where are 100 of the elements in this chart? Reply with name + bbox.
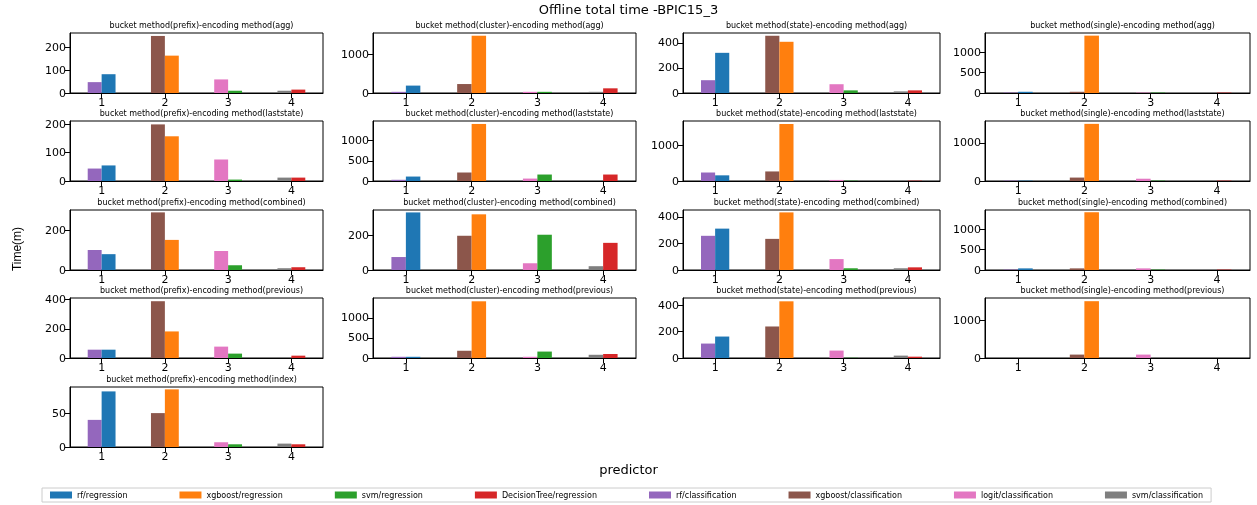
y-tick-label: 0	[59, 440, 66, 454]
y-tick-label: 0	[59, 263, 66, 277]
chart-title: bucket method(cluster)-encoding method(agg)	[415, 20, 604, 30]
x-tick-label: 2	[775, 273, 783, 286]
legend-label: rf/regression	[77, 490, 128, 500]
x-tick-label: 4	[904, 96, 912, 109]
x-tick-label: 1	[1014, 361, 1022, 374]
x-tick-label: 1	[711, 96, 719, 109]
y-tick-label: 50	[52, 406, 66, 420]
x-tick-label: 2	[161, 273, 169, 286]
x-tick-label: 4	[904, 361, 912, 374]
x-tick-label: 3	[1147, 96, 1155, 109]
x-tick-label: 1	[402, 184, 410, 197]
legend-label: xgboost/regression	[206, 490, 283, 500]
chart-title: bucket method(single)-encoding method(laststate)	[1020, 108, 1225, 118]
x-tick-label: 1	[402, 273, 410, 286]
x-tick-label: 2	[161, 450, 169, 463]
y-tick-label: 500	[960, 66, 981, 80]
x-tick-label: 4	[287, 184, 295, 197]
chart-title: bucket method(single)-encoding method(combined)	[1017, 197, 1228, 207]
y-tick-label: 400	[658, 298, 679, 312]
x-tick-label: 2	[468, 96, 476, 109]
x-tick-label: 1	[1014, 184, 1022, 197]
x-tick-label: 4	[599, 273, 607, 286]
y-tick-label: 200	[658, 325, 679, 339]
x-tick-label: 3	[224, 450, 232, 463]
x-tick-label: 4	[287, 96, 295, 109]
legend-label: svm/regression	[361, 490, 423, 500]
chart-title: bucket method(prefix)-encoding method(previous)	[99, 285, 304, 295]
y-tick-label: 200	[45, 117, 66, 131]
legend-label: rf/classification	[675, 490, 737, 500]
y-tick-label: 100	[45, 146, 66, 160]
y-tick-label: 0	[59, 174, 66, 188]
y-tick-label: 100	[45, 63, 66, 77]
y-tick-label: 200	[658, 61, 679, 75]
x-tick-label: 4	[904, 273, 912, 286]
legend-label: xgboost/classification	[815, 490, 902, 500]
chart-title: bucket method(prefix)-encoding method(laststate)	[99, 108, 304, 118]
x-tick-label: 4	[904, 184, 912, 197]
x-tick-label: 1	[711, 361, 719, 374]
chart-title: bucket method(cluster)-encoding method(combined)	[403, 197, 616, 207]
x-tick-label: 2	[468, 184, 476, 197]
y-tick-label: 1000	[953, 45, 981, 59]
y-tick-label: 400	[658, 36, 679, 50]
x-tick-label: 2	[1080, 273, 1088, 286]
x-tick-label: 1	[711, 273, 719, 286]
y-tick-label: 1000	[651, 139, 679, 153]
x-tick-label: 2	[161, 361, 169, 374]
y-tick-label: 0	[362, 174, 369, 188]
x-tick-label: 3	[533, 361, 541, 374]
y-tick-label: 400	[658, 210, 679, 224]
x-tick-label: 2	[775, 361, 783, 374]
x-tick-label: 3	[533, 273, 541, 286]
x-tick-label: 1	[98, 184, 106, 197]
x-tick-label: 4	[599, 184, 607, 197]
y-tick-label: 200	[658, 236, 679, 250]
y-tick-label: 1000	[341, 311, 369, 325]
chart-title: bucket method(prefix)-encoding method(combined)	[97, 197, 306, 207]
x-tick-label: 2	[161, 96, 169, 109]
y-tick-label: 0	[672, 86, 679, 100]
x-tick-label: 3	[840, 96, 848, 109]
y-tick-label: 400	[45, 293, 66, 307]
chart-title: bucket method(state)-encoding method(combined)	[713, 197, 920, 207]
x-tick-label: 4	[1213, 96, 1221, 109]
figure-axis-caption: Time(m)	[9, 225, 24, 274]
y-tick-label: 0	[974, 174, 981, 188]
y-tick-label: 0	[974, 86, 981, 100]
x-tick-label: 1	[402, 361, 410, 374]
x-tick-label: 3	[840, 184, 848, 197]
y-tick-label: 0	[59, 351, 66, 365]
chart-title: bucket method(state)-encoding method(laststate)	[716, 108, 917, 118]
y-tick-label: 200	[45, 41, 66, 55]
x-tick-label: 1	[402, 96, 410, 109]
x-tick-label: 1	[98, 96, 106, 109]
x-tick-label: 4	[287, 273, 295, 286]
x-tick-label: 3	[840, 361, 848, 374]
x-tick-label: 2	[775, 184, 783, 197]
x-tick-label: 3	[840, 273, 848, 286]
chart-title: bucket method(cluster)-encoding method(laststate)	[405, 108, 614, 118]
x-tick-label: 1	[711, 184, 719, 197]
y-tick-label: 200	[45, 322, 66, 336]
y-tick-label: 500	[348, 331, 369, 345]
x-tick-label: 4	[599, 361, 607, 374]
x-tick-label: 3	[1147, 361, 1155, 374]
y-tick-label: 0	[974, 351, 981, 365]
chart-title: bucket method(prefix)-encoding method(index)	[106, 374, 297, 384]
x-tick-label: 3	[533, 184, 541, 197]
x-tick-label: 2	[1080, 361, 1088, 374]
figure-axis-caption: predictor	[598, 462, 659, 477]
x-tick-label: 2	[1080, 184, 1088, 197]
chart-title: bucket method(single)-encoding method(agg)	[1030, 20, 1215, 30]
y-tick-label: 0	[974, 263, 981, 277]
x-tick-label: 4	[287, 361, 295, 374]
x-tick-label: 1	[98, 361, 106, 374]
chart-title: bucket method(cluster)-encoding method(previous)	[405, 285, 614, 295]
x-tick-label: 2	[1080, 96, 1088, 109]
chart-title: bucket method(single)-encoding method(previous)	[1020, 285, 1225, 295]
x-tick-label: 3	[1147, 184, 1155, 197]
legend-label: svm/classification	[1131, 490, 1204, 500]
y-tick-label: 0	[362, 351, 369, 365]
